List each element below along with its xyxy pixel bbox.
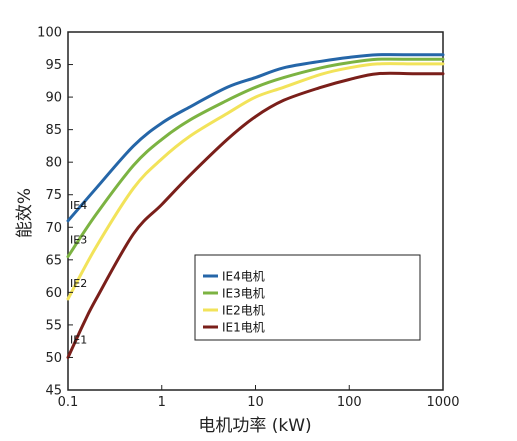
legend-label-ie1: IE1电机 [222,321,265,335]
curve-label-ie3: IE3 [70,234,87,247]
curve-label-ie4: IE4 [70,199,87,212]
x-tick-label: 1 [158,395,166,410]
curve-label-ie2: IE2 [70,277,87,290]
curve-labels: IE4 IE3 IE2 IE1 [70,199,87,347]
x-tick-label: 100 [337,395,362,410]
x-tick-label: 10 [247,395,264,410]
legend-label-ie2: IE2电机 [222,304,265,318]
x-tick-label: 0.1 [58,395,79,410]
legend-box [194,254,421,341]
y-tick-label: 80 [45,156,62,171]
series-line-ie2 [66,62,445,301]
y-tick-label: 90 [45,91,62,106]
y-tick-label: 65 [45,253,62,268]
y-tick-label: 60 [45,286,62,301]
x-axis-title: 电机功率 (kW) [198,416,311,436]
legend-label-ie4: IE4电机 [222,270,265,284]
y-tick-label: 100 [37,26,62,41]
x-tick-label: 1000 [426,395,459,410]
y-axis-title: 能效% [15,188,35,238]
y-axis-ticks: 45 50 55 60 65 70 75 80 85 90 95 100 [37,26,73,399]
x-axis-ticks: 0.1 1 10 100 1000 [58,385,460,410]
y-tick-label: 50 [45,351,62,366]
series-line-ie1 [66,71,445,359]
y-tick-label: 95 [45,58,62,73]
series-line-ie3 [66,57,445,259]
y-tick-label: 45 [45,384,62,399]
legend-label-ie3: IE3电机 [222,287,265,301]
y-tick-label: 70 [45,221,62,236]
y-tick-label: 85 [45,123,62,138]
y-tick-label: 55 [45,318,62,333]
series-lines [66,53,445,359]
legend: IE4电机 IE3电机 IE2电机 IE1电机 [194,254,421,341]
curve-label-ie1: IE1 [70,333,87,346]
series-line-ie4 [66,53,445,223]
y-tick-label: 75 [45,188,62,203]
